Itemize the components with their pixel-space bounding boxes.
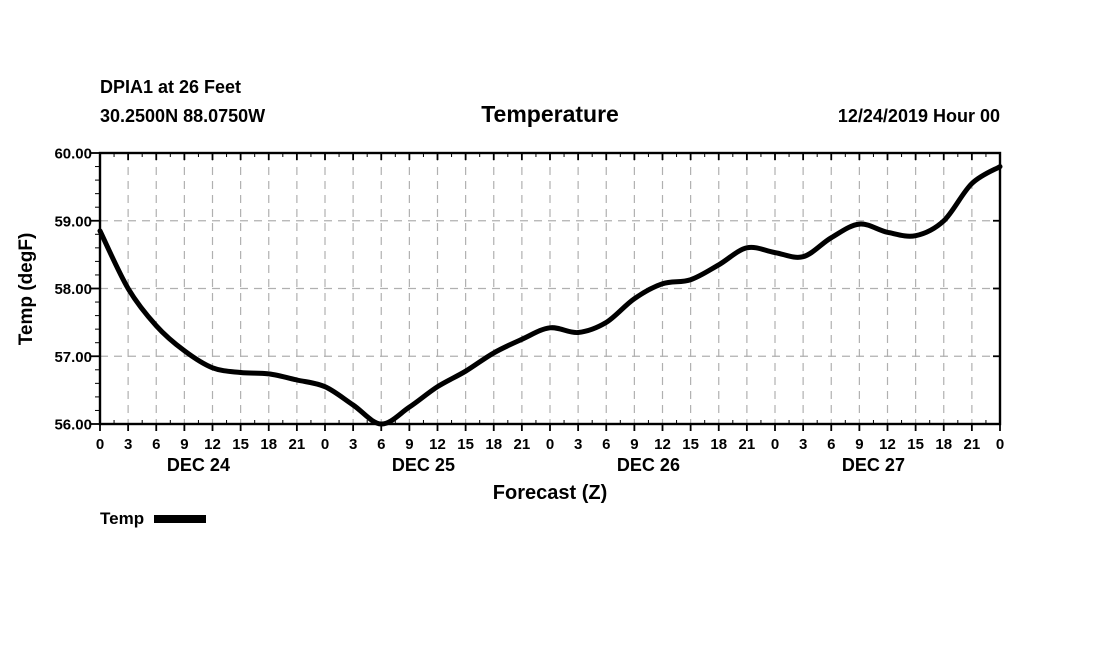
x-tick-label: 9 <box>180 436 188 453</box>
y-tick-label: 57.00 <box>54 349 92 366</box>
day-label: DEC 26 <box>617 455 680 475</box>
y-axis-title: Temp (degF) <box>16 233 37 346</box>
x-tick-label: 18 <box>485 436 502 453</box>
legend-series-label: Temp <box>100 509 145 528</box>
x-tick-label: 15 <box>907 436 924 453</box>
x-tick-label: 0 <box>546 436 554 453</box>
station-label: DPIA1 at 26 Feet <box>100 77 242 97</box>
day-label: DEC 24 <box>167 455 230 475</box>
x-tick-label: 12 <box>654 436 671 453</box>
x-tick-label: 3 <box>799 436 807 453</box>
x-tick-label: 0 <box>96 436 104 453</box>
x-tick-label: 0 <box>771 436 779 453</box>
x-tick-label: 9 <box>855 436 863 453</box>
y-tick-label: 59.00 <box>54 213 92 230</box>
x-tick-label: 21 <box>739 436 756 453</box>
grid-lines <box>100 153 1000 424</box>
page-title: Temperature <box>481 101 619 127</box>
y-tick-label: 60.00 <box>54 146 92 163</box>
legend-line-swatch <box>154 515 207 523</box>
x-tick-label: 12 <box>429 436 446 453</box>
temp-curve <box>97 164 1003 427</box>
x-tick-label: 12 <box>879 436 896 453</box>
day-label: DEC 27 <box>842 455 905 475</box>
x-tick-label: 15 <box>232 436 249 453</box>
x-tick-label: 12 <box>204 436 221 453</box>
x-tick-label: 18 <box>260 436 277 453</box>
x-tick-label: 18 <box>710 436 727 453</box>
x-tick-label: 6 <box>152 436 160 453</box>
temp-series-line <box>97 164 1003 427</box>
x-axis-title: Forecast (Z) <box>493 482 607 504</box>
tick-labels: 0 3 6 9 12 15 18 21 0 3 6 9 12 15 18 21 0 3 6 9 12 15 18 21 0 3 6 9… <box>54 146 1004 476</box>
y-tick-label: 56.00 <box>54 417 92 434</box>
x-tick-label: 3 <box>574 436 582 453</box>
axis-ticks <box>91 152 1001 431</box>
x-tick-label: 21 <box>514 436 531 453</box>
init-date-label: 12/24/2019 Hour 00 <box>837 106 1000 126</box>
legend: Temp <box>100 509 207 529</box>
x-tick-label: 15 <box>457 436 474 453</box>
day-label: DEC 25 <box>392 455 455 475</box>
x-tick-label: 0 <box>996 436 1004 453</box>
y-tick-label: 58.00 <box>54 281 92 298</box>
station-coordinates: 30.2500N 88.0750W <box>100 106 266 126</box>
x-tick-label: 3 <box>349 436 357 453</box>
x-tick-label: 15 <box>682 436 699 453</box>
x-tick-label: 6 <box>602 436 610 453</box>
x-tick-label: 6 <box>377 436 385 453</box>
x-tick-label: 6 <box>827 436 835 453</box>
x-tick-label: 18 <box>935 436 952 453</box>
x-tick-label: 9 <box>630 436 638 453</box>
x-tick-label: 3 <box>124 436 132 453</box>
x-tick-label: 21 <box>289 436 306 453</box>
x-tick-label: 0 <box>321 436 329 453</box>
x-tick-label: 9 <box>405 436 413 453</box>
x-tick-label: 21 <box>964 436 981 453</box>
